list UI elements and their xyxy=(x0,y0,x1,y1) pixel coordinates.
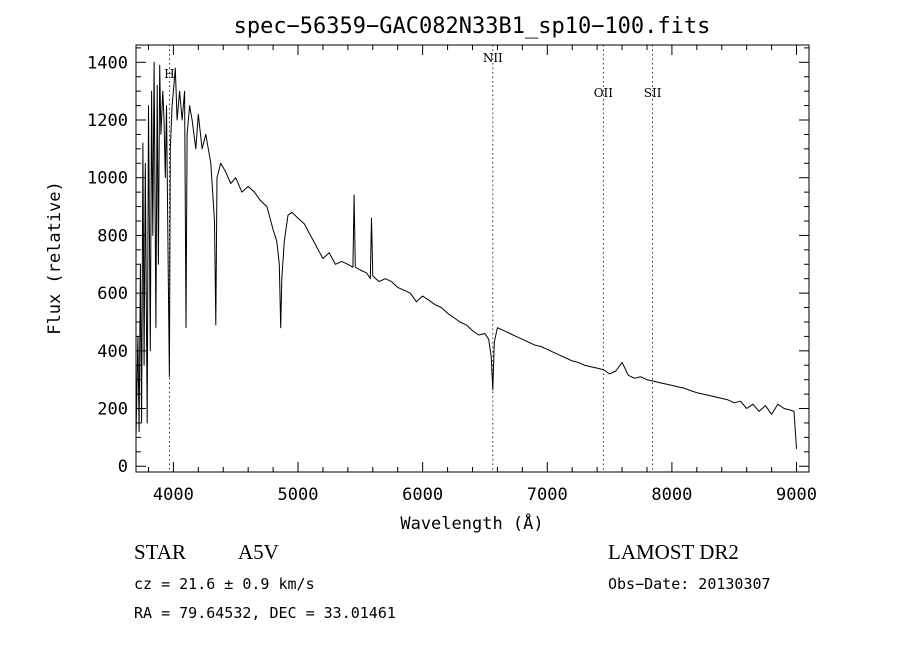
y-axis-ticks xyxy=(136,47,809,467)
x-axis-label: Wavelength (Å) xyxy=(400,512,543,534)
y-tick-label: 800 xyxy=(97,226,128,246)
y-tick-label: 1200 xyxy=(87,111,128,131)
spectral-subclass-label: A5V xyxy=(238,540,279,564)
y-tick-label: 600 xyxy=(97,284,128,304)
x-axis-tick-labels: 4000 5000 6000 7000 8000 9000 xyxy=(153,485,817,505)
y-tick-label: 1000 xyxy=(87,169,128,189)
x-tick-label: 5000 xyxy=(278,485,319,505)
line-marker-label: H xyxy=(164,67,174,81)
line-marker-label: OII xyxy=(594,86,614,100)
spectrum-series-line xyxy=(135,61,797,449)
y-tick-label: 400 xyxy=(97,342,128,362)
y-tick-label: 1400 xyxy=(87,53,128,73)
x-tick-label: 4000 xyxy=(153,485,194,505)
object-type-label: STAR xyxy=(134,540,186,564)
redshift-readout: cz = 21.6 ± 0.9 km/s xyxy=(134,575,315,593)
line-marker-label: NII xyxy=(483,51,503,65)
x-tick-label: 7000 xyxy=(527,485,568,505)
y-axis-label: Flux (relative) xyxy=(45,181,65,335)
x-tick-label: 8000 xyxy=(651,485,692,505)
chart-title: spec−56359−GAC082N33B1_sp10−100.fits xyxy=(234,14,711,39)
y-tick-label: 200 xyxy=(97,400,128,420)
line-marker-label: SII xyxy=(644,86,662,100)
x-axis-ticks xyxy=(147,45,798,472)
line-marker-labels: H NII OII SII xyxy=(164,51,662,100)
survey-label: LAMOST DR2 xyxy=(608,540,739,564)
x-tick-label: 9000 xyxy=(776,485,817,505)
x-tick-label: 6000 xyxy=(402,485,443,505)
line-marker-guides xyxy=(169,45,653,472)
coordinates-readout: RA = 79.64532, DEC = 33.01461 xyxy=(134,604,396,622)
y-tick-label: 0 xyxy=(118,457,128,477)
observation-date: Obs−Date: 20130307 xyxy=(608,575,771,593)
plot-frame xyxy=(135,44,810,473)
y-axis-tick-labels: 0 200 400 600 800 1000 1200 1400 xyxy=(87,53,128,477)
